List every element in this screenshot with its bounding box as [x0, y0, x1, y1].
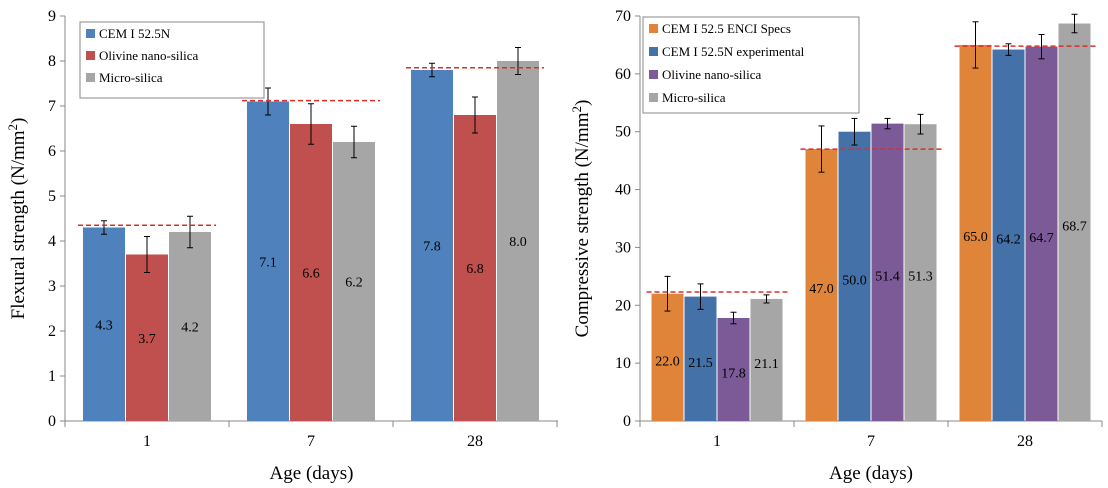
x-axis-title: Age (days)	[270, 463, 354, 484]
y-tick-label: 40	[615, 182, 631, 199]
bar	[454, 115, 496, 421]
y-tick-label: 60	[615, 66, 631, 83]
bar-value-label: 51.3	[908, 270, 933, 285]
y-tick-label: 70	[615, 8, 631, 25]
y-tick-label: 50	[615, 124, 631, 141]
bar	[684, 296, 717, 421]
bar-value-label: 47.0	[809, 282, 834, 297]
flexural-strength-chart: 0 1 2 3 4 5 6 7 8 9 1 7 28 4.3 3.7 4.2 7.1 6.6 6.2 7.8 6.8 8.…	[5, 8, 558, 484]
y-tick-label: 0	[48, 413, 56, 430]
bar	[992, 49, 1025, 422]
legend-swatch	[649, 70, 658, 79]
x-tick-label: 7	[867, 433, 875, 450]
y-axis-title: Flexural strength (N/mm2)	[5, 118, 29, 320]
y-tick-label: 10	[615, 355, 631, 372]
bar	[871, 123, 904, 421]
bar-value-label: 3.7	[138, 332, 156, 347]
bar	[83, 227, 125, 421]
bar	[333, 142, 375, 421]
y-tick-label: 5	[48, 188, 56, 205]
bar	[126, 254, 168, 421]
bar-value-label: 4.2	[181, 321, 199, 336]
legend-label: CEM I 52.5N	[99, 26, 171, 41]
legend-swatch	[86, 29, 95, 38]
legend-label: Olivine nano-silica	[662, 67, 762, 82]
compressive-strength-chart: 0 10 20 30 40 50 60 70 1 7 28 22.0 21.5 17.8 21.1 47.0 5…	[569, 8, 1103, 484]
bar	[838, 131, 871, 421]
bar-value-label: 21.5	[688, 356, 713, 371]
bar-value-label: 65.0	[963, 230, 988, 245]
y-tick-label: 1	[48, 368, 56, 385]
bar	[1025, 46, 1058, 422]
y-axis-title-end: )	[8, 118, 29, 124]
y-tick-label: 20	[615, 297, 631, 314]
legend-label: CEM I 52.5N experimental	[662, 44, 805, 59]
bar-value-label: 64.7	[1029, 231, 1054, 246]
legend-swatch	[649, 93, 658, 102]
y-tick-label: 0	[623, 413, 631, 430]
y-tick-label: 8	[48, 53, 56, 70]
y-tick-label: 6	[48, 143, 56, 160]
bar	[411, 70, 453, 421]
bar-value-label: 7.1	[259, 255, 277, 270]
y-tick-label: 4	[48, 233, 56, 250]
x-tick-label: 28	[467, 433, 483, 450]
bar	[959, 44, 992, 422]
bar-value-label: 22.0	[655, 354, 680, 369]
y-tick-label: 9	[48, 8, 56, 25]
y-axis-title-superscript: 2	[5, 124, 20, 131]
y-axis-title-main: Flexural strength (N/mm	[8, 130, 29, 319]
y-axis-title-main: Compressive strength (N/mm	[572, 112, 593, 337]
x-tick-label: 7	[307, 433, 315, 450]
bar	[169, 232, 211, 421]
bar	[805, 149, 838, 422]
legend-label: CEM I 52.5 ENCI Specs	[662, 21, 791, 36]
bar	[497, 61, 539, 421]
bar	[717, 318, 750, 421]
y-axis-title-superscript: 2	[569, 106, 584, 113]
legend-swatch	[86, 51, 95, 60]
bar-value-label: 4.3	[95, 318, 113, 333]
x-axis-title: Age (days)	[829, 463, 913, 484]
legend-label: Micro-silica	[99, 70, 163, 85]
legend-label: Micro-silica	[662, 90, 726, 105]
bar	[904, 124, 937, 421]
bar-value-label: 64.2	[996, 232, 1021, 247]
x-tick-label: 28	[1017, 433, 1033, 450]
y-tick-label: 3	[48, 278, 56, 295]
bar-value-label: 50.0	[842, 273, 867, 288]
legend-swatch	[649, 47, 658, 56]
bar-value-label: 17.8	[721, 367, 746, 382]
legend-label: Olivine nano-silica	[99, 48, 199, 63]
legend-box	[79, 21, 265, 99]
legend-swatch	[86, 73, 95, 82]
x-tick-label: 1	[713, 433, 721, 450]
y-tick-label: 2	[48, 323, 56, 340]
y-tick-label: 7	[48, 98, 56, 115]
bar-value-label: 68.7	[1062, 219, 1087, 234]
bar	[750, 298, 783, 421]
bar-value-label: 8.0	[509, 235, 527, 250]
bar	[651, 293, 684, 421]
legend-swatch	[649, 24, 658, 33]
x-tick-label: 1	[143, 433, 151, 450]
y-axis-title-end: )	[572, 100, 593, 106]
y-tick-label: 30	[615, 239, 631, 256]
bar-value-label: 7.8	[423, 240, 441, 255]
bar	[247, 101, 289, 421]
bar-value-label: 51.4	[875, 269, 900, 284]
bar	[290, 124, 332, 421]
bar-value-label: 6.2	[345, 276, 363, 291]
bar	[1058, 23, 1091, 422]
bar-value-label: 6.8	[466, 262, 484, 277]
bar-value-label: 21.1	[754, 357, 779, 372]
bar-value-label: 6.6	[302, 267, 320, 282]
y-axis-title: Compressive strength (N/mm2)	[569, 100, 593, 338]
legend-box	[642, 16, 860, 114]
